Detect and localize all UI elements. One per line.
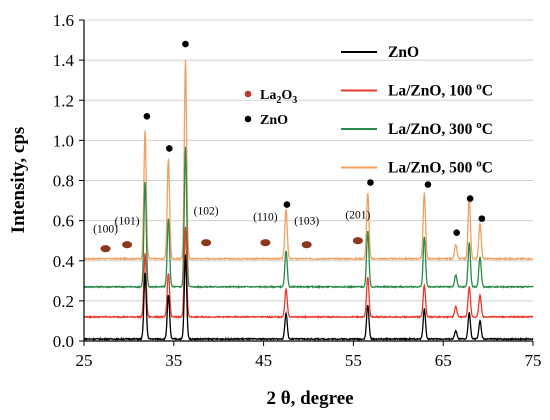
la2o3-peak-marker [122, 241, 133, 249]
series-legend: ZnO La/ZnO, 100 oC La/ZnO, 300 oC La/ZnO, 5… [341, 44, 493, 177]
la2o3-legend-label: La2O3 [260, 88, 297, 106]
zno-peak-marker [283, 201, 291, 208]
marker-layer: (100)(101) (102) (110) (103) (201) [93, 40, 486, 253]
series-line [83, 59, 534, 262]
la2o3-peak-marker [201, 239, 212, 247]
y-tick-label: 1.0 [53, 131, 74, 150]
la2o3-peak-marker [100, 245, 111, 253]
zno-peak-marker [466, 195, 474, 202]
x-tick-label: 25 [76, 351, 93, 370]
x-tick-label: 55 [345, 351, 362, 370]
zno-peak-marker [424, 181, 432, 188]
x-tick-label: 75 [525, 351, 542, 370]
x-tick-label: 35 [165, 351, 182, 370]
grid-layer [84, 19, 533, 342]
series-layer [83, 59, 534, 342]
series-line [83, 146, 534, 290]
hkl-label: (102) [194, 206, 219, 218]
legend-entry: La/ZnO, 300 oC [388, 119, 493, 138]
hkl-label: (101) [115, 216, 140, 228]
series-line [83, 254, 534, 342]
y-tick-label: 0.0 [53, 332, 74, 351]
legend-entry: ZnO [388, 44, 419, 61]
x-tick-label: 45 [255, 351, 272, 370]
la2o3-peak-marker [352, 237, 363, 245]
zno-peak-marker [166, 145, 173, 152]
zno-peak-marker [367, 179, 374, 186]
hkl-label: (110) [253, 212, 278, 224]
hkl-label: (201) [345, 210, 370, 222]
zno-peak-marker [143, 113, 151, 120]
hkl-label: (100) [93, 224, 118, 236]
phase-legend: La2O3 ZnO [244, 88, 297, 128]
la2o3-peak-marker [301, 241, 312, 249]
legend-entry: La/ZnO, 500 oC [388, 158, 493, 177]
la2o3-peak-marker [260, 239, 271, 247]
zno-legend-marker [244, 115, 252, 123]
x-tick-label: 65 [435, 351, 452, 370]
y-tick-label: 0.2 [53, 292, 74, 311]
zno-peak-marker [182, 40, 189, 48]
y-axis-title: Intensity, cps [8, 127, 29, 234]
x-axis-title: 2 θ, degree [266, 388, 353, 409]
hkl-label: (103) [294, 216, 319, 228]
zno-peak-marker [453, 229, 460, 236]
axis-layer: 0.0 0.2 0.4 0.6 0.8 1.0 1.2 1.4 1.6 25 35 45 55 65 75 [53, 11, 542, 370]
y-tick-label: 0.8 [53, 172, 74, 191]
y-tick-label: 1.4 [53, 51, 75, 70]
y-tick-label: 0.6 [53, 212, 74, 231]
y-tick-label: 0.4 [53, 252, 75, 271]
y-tick-label: 1.2 [53, 91, 74, 110]
zno-peak-marker [478, 215, 486, 222]
la2o3-legend-marker [244, 90, 252, 98]
zno-legend-label: ZnO [260, 113, 288, 128]
legend-entry: La/ZnO, 100 oC [388, 81, 493, 100]
y-tick-label: 1.6 [53, 11, 74, 30]
series-line [83, 226, 534, 320]
